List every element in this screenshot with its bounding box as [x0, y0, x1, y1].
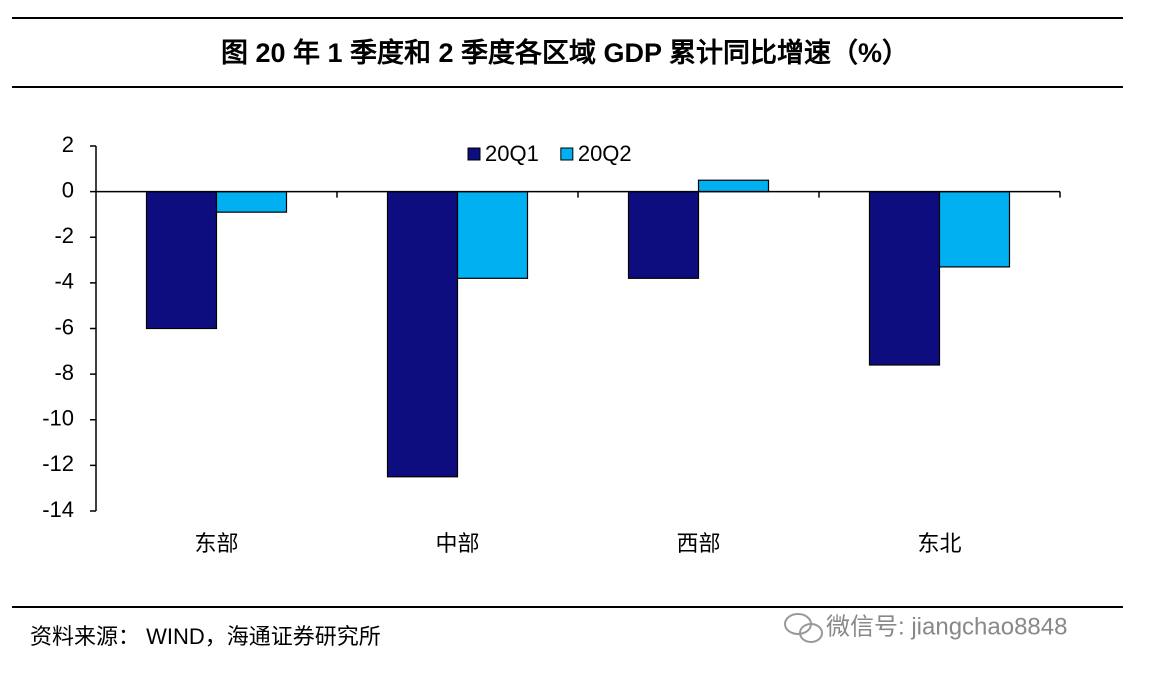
y-tick-label: -4 — [54, 269, 74, 294]
y-tick-label: -2 — [54, 223, 74, 248]
y-tick-label: -12 — [42, 451, 74, 476]
bar — [868, 191, 941, 366]
bar — [627, 191, 700, 279]
y-tick-label: 0 — [62, 177, 74, 202]
chart-title: 图 20 年 1 季度和 2 季度各区域 GDP 累计同比增速（%） — [221, 37, 909, 68]
bar — [938, 191, 1011, 268]
y-tick-label: -10 — [42, 406, 74, 431]
legend-swatch — [560, 147, 574, 161]
bar — [386, 191, 459, 478]
bar — [215, 191, 288, 213]
x-tick-label: 西部 — [676, 531, 720, 556]
x-tick-label: 中部 — [435, 531, 479, 556]
watermark: 微信号: jiangchao8848 — [826, 613, 1067, 640]
watermark-icon — [784, 613, 823, 643]
legend-label: 20Q2 — [578, 141, 632, 166]
x-tick-label: 东部 — [194, 531, 238, 556]
bar — [456, 191, 529, 279]
y-tick-label: -6 — [54, 314, 74, 339]
legend-swatch — [467, 147, 481, 161]
y-tick-label: -14 — [42, 497, 74, 522]
bar — [145, 191, 218, 330]
x-tick-label: 东北 — [917, 531, 961, 556]
y-tick-label: -8 — [54, 360, 74, 385]
y-tick-label: 2 — [62, 132, 74, 157]
source-note: 资料来源： WIND，海通证券研究所 — [30, 624, 381, 649]
legend-label: 20Q1 — [485, 141, 539, 166]
bar — [697, 179, 770, 193]
